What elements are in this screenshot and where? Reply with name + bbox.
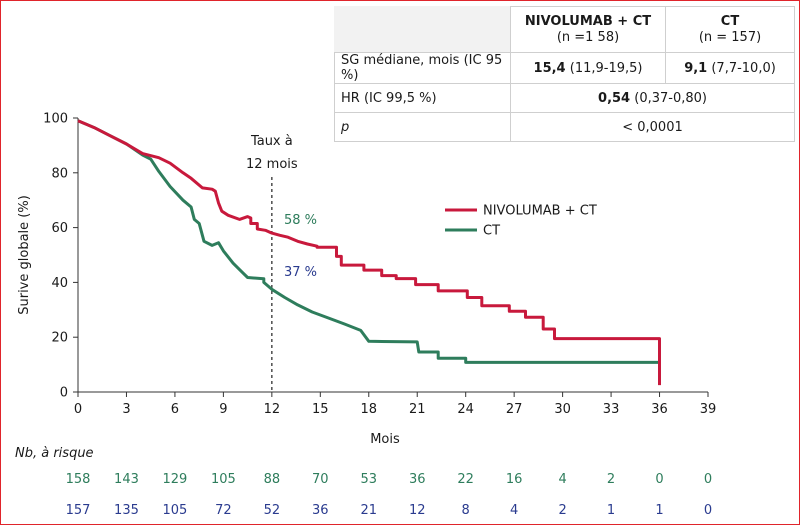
at-risk-value-nivolumab: 143 xyxy=(114,472,139,487)
at-risk-value-ct: 0 xyxy=(704,503,712,518)
legend-label-nivolumab: NIVOLUMAB + CT xyxy=(483,204,597,219)
at-risk-value-ct: 105 xyxy=(163,503,188,518)
at-risk-value-nivolumab: 36 xyxy=(409,472,426,487)
y-tick-label: 80 xyxy=(51,166,68,181)
col-ct-title: CT xyxy=(720,13,740,29)
x-tick-label: 33 xyxy=(603,402,620,417)
at-risk-value-ct: 135 xyxy=(114,503,139,518)
at-risk-value-nivolumab: 4 xyxy=(558,472,566,487)
y-tick-label: 100 xyxy=(43,112,68,127)
x-tick-label: 30 xyxy=(554,402,571,417)
at-risk-value-nivolumab: 22 xyxy=(457,472,474,487)
ct-survival-curve xyxy=(77,119,661,365)
x-tick-label: 3 xyxy=(122,402,130,417)
row-hr-value: 0,54 (0,37-0,80) xyxy=(510,83,795,113)
at-risk-value-ct: 2 xyxy=(558,503,566,518)
at-risk-value-ct: 52 xyxy=(264,503,281,518)
row-median-label: SG médiane, mois (IC 95 %) xyxy=(334,52,511,84)
at-risk-value-nivolumab: 129 xyxy=(163,472,188,487)
ct-12-month-rate: 37 % xyxy=(284,265,317,280)
row-median-nivo: 15,4 (11,9-19,5) xyxy=(510,52,666,84)
at-risk-value-ct: 1 xyxy=(655,503,663,518)
at-risk-value-ct: 8 xyxy=(462,503,470,518)
row-p-value: < 0,0001 xyxy=(510,112,795,142)
reference-label-line1: Taux à xyxy=(250,134,293,149)
x-tick-label: 15 xyxy=(312,402,329,417)
row-p-label: p xyxy=(334,112,511,142)
y-ticks: 0 20 40 60 80 100 xyxy=(43,112,78,401)
legend-label-ct: CT xyxy=(483,224,500,239)
at-risk-value-ct: 4 xyxy=(510,503,518,518)
nivolumab-12-month-rate: 58 % xyxy=(284,213,317,228)
x-tick-label: 9 xyxy=(219,402,227,417)
at-risk-row-ct: 157 135 105 72 52 36 21 12 8 4 2 1 1 0 xyxy=(66,503,713,518)
at-risk-value-ct: 36 xyxy=(312,503,329,518)
x-tick-label: 6 xyxy=(171,402,179,417)
at-risk-value-nivolumab: 0 xyxy=(655,472,663,487)
at-risk-value-nivolumab: 16 xyxy=(506,472,523,487)
reference-label-line2: 12 mois xyxy=(246,157,298,172)
x-axis-label: Mois xyxy=(370,432,400,447)
at-risk-value-nivolumab: 88 xyxy=(264,472,281,487)
hr-value: 0,54 xyxy=(598,90,631,106)
median-nivo-value: 15,4 xyxy=(533,60,566,76)
hr-ci: (0,37-0,80) xyxy=(630,90,707,106)
x-ticks: 0 3 6 9 12 15 18 21 24 27 30 33 36 39 xyxy=(74,392,716,417)
nivolumab-survival-curve xyxy=(77,119,661,386)
p-label: p xyxy=(341,119,350,135)
x-tick-label: 36 xyxy=(651,402,668,417)
y-tick-label: 40 xyxy=(51,276,68,291)
y-tick-label: 60 xyxy=(51,221,68,236)
y-tick-label: 0 xyxy=(60,386,68,401)
summary-row-hr: HR (IC 99,5 %) 0,54 (0,37-0,80) xyxy=(334,83,795,113)
at-risk-row-nivolumab: 158 143 129 105 88 70 53 36 22 16 4 2 0 0 xyxy=(66,472,713,487)
x-tick-label: 24 xyxy=(457,402,474,417)
at-risk-value-ct: 12 xyxy=(409,503,426,518)
col-nivo-title: NIVOLUMAB + CT xyxy=(524,13,652,29)
at-risk-value-ct: 1 xyxy=(607,503,615,518)
at-risk-value-ct: 72 xyxy=(215,503,232,518)
median-ct-value: 9,1 xyxy=(684,60,708,76)
summary-table: NIVOLUMAB + CT (n =1 58) CT (n = 157) SG m… xyxy=(334,6,795,142)
median-nivo-ci: (11,9-19,5) xyxy=(565,60,643,76)
chart-axes xyxy=(77,118,708,393)
col-nivo-n: (n =1 58) xyxy=(556,29,620,45)
row-hr-label: HR (IC 99,5 %) xyxy=(334,83,511,113)
x-tick-label: 21 xyxy=(409,402,426,417)
y-tick-label: 20 xyxy=(51,331,68,346)
col-ct-n: (n = 157) xyxy=(698,29,762,45)
at-risk-value-nivolumab: 70 xyxy=(312,472,329,487)
at-risk-value-nivolumab: 158 xyxy=(66,472,91,487)
at-risk-value-nivolumab: 105 xyxy=(211,472,236,487)
summary-corner xyxy=(334,6,511,53)
x-tick-label: 27 xyxy=(506,402,523,417)
at-risk-value-nivolumab: 0 xyxy=(704,472,712,487)
at-risk-value-nivolumab: 2 xyxy=(607,472,615,487)
at-risk-value-nivolumab: 53 xyxy=(360,472,377,487)
at-risk-value-ct: 157 xyxy=(66,503,91,518)
chart-legend: NIVOLUMAB + CT CT xyxy=(445,204,597,239)
summary-row-p: p < 0,0001 xyxy=(334,112,795,142)
x-tick-label: 0 xyxy=(74,402,82,417)
at-risk-title: Nb, à risque xyxy=(15,446,94,461)
x-tick-label: 12 xyxy=(264,402,281,417)
at-risk-value-ct: 21 xyxy=(360,503,377,518)
median-ct-ci: (7,7-10,0) xyxy=(707,60,776,76)
x-tick-label: 18 xyxy=(360,402,377,417)
y-axis-label: Surive globale (%) xyxy=(17,195,32,315)
x-tick-label: 39 xyxy=(700,402,717,417)
